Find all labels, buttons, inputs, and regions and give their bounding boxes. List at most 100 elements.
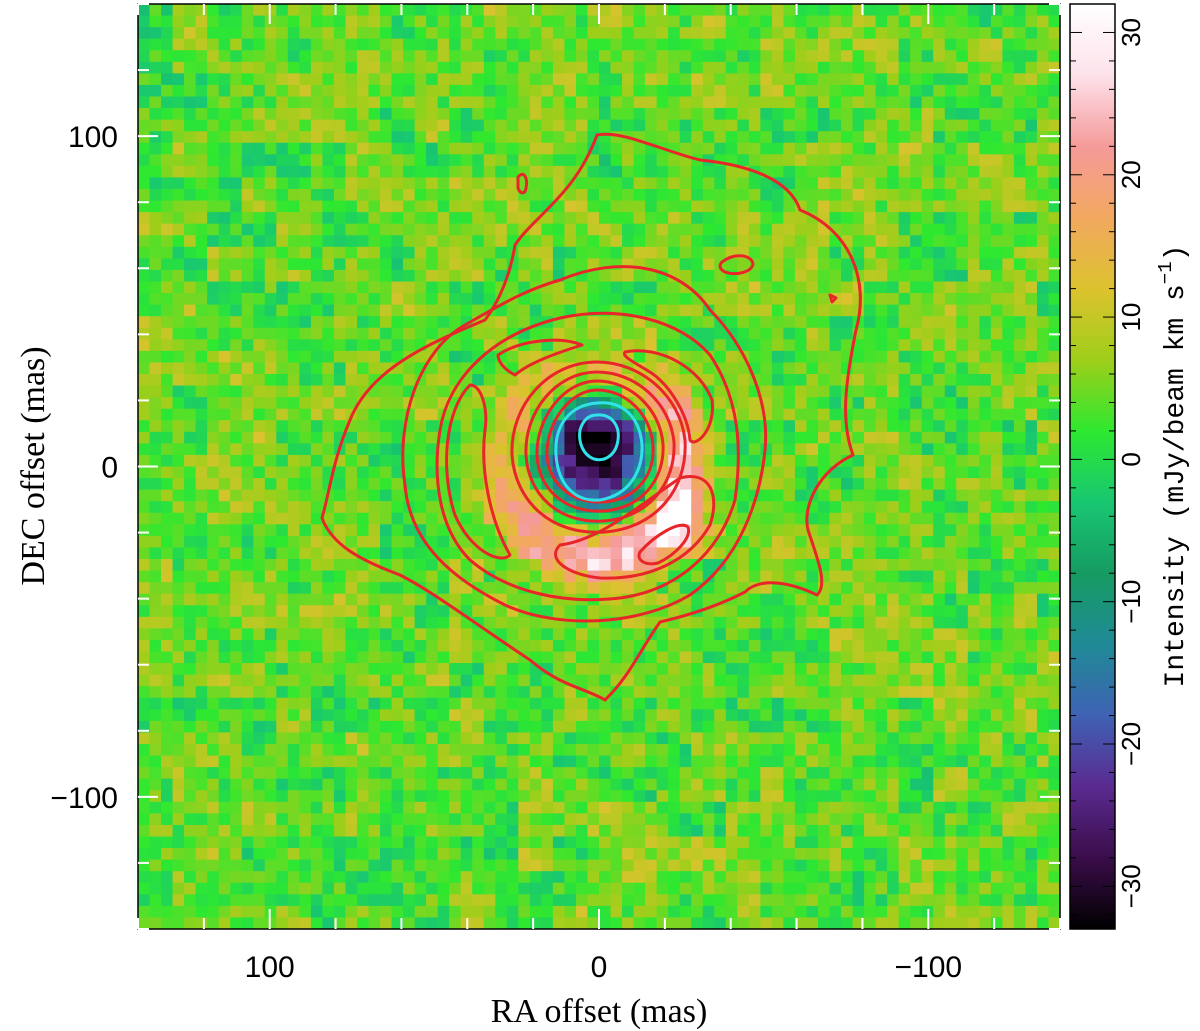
heatmap-cell [322,559,335,572]
heatmap-cell [138,223,151,236]
heatmap-cell [218,408,231,421]
heatmap-cell [310,339,324,352]
heatmap-cell [138,339,151,352]
heatmap-cell [460,420,473,433]
heatmap-cell [207,570,220,583]
heatmap-cell [1036,431,1050,444]
heatmap-cell [967,512,980,525]
heatmap-cell [195,651,208,664]
heatmap-cell [241,385,254,398]
heatmap-cell [760,501,773,514]
heatmap-cell [264,651,277,664]
heatmap-cell [356,119,370,132]
heatmap-cell [610,559,623,572]
heatmap-cell [414,501,427,514]
heatmap-cell [990,131,1003,144]
heatmap-cell [990,420,1003,433]
heatmap-cell [599,443,612,456]
heatmap-cell [794,489,808,502]
heatmap-cell [760,258,773,271]
heatmap-cell [506,223,519,236]
heatmap-cell [529,686,542,699]
heatmap-cell [299,50,312,63]
heatmap-cell [495,269,508,283]
heatmap-cell [599,269,612,283]
heatmap-cell [633,524,646,537]
heatmap-cell [426,374,439,387]
heatmap-cell [276,304,289,317]
heatmap-cell [1002,4,1015,17]
heatmap-cell [898,674,911,687]
heatmap-cell [138,697,151,710]
heatmap-cell [426,686,439,699]
heatmap-cell [1025,84,1038,98]
heatmap-cell [783,212,796,225]
heatmap-cell [368,212,381,225]
heatmap-cell [633,339,646,352]
heatmap-cell [241,697,254,710]
heatmap-cell [852,61,865,74]
heatmap-cell [933,223,946,236]
heatmap-cell [426,720,439,734]
heatmap-cell [921,246,934,259]
heatmap-cell [1048,316,1060,329]
heatmap-cell [748,316,761,329]
heatmap-cell [679,582,692,595]
heatmap-cell [230,501,243,514]
heatmap-cell [691,61,704,74]
heatmap-cell [449,142,462,155]
heatmap-cell [806,269,819,283]
heatmap-cell [403,223,416,236]
heatmap-cell [702,108,715,121]
heatmap-cell [829,697,842,710]
heatmap-cell [333,200,347,213]
heatmap-cell [748,304,761,317]
heatmap-cell [161,327,174,340]
heatmap-cell [829,316,842,329]
heatmap-cell [368,15,381,28]
heatmap-cell [437,350,450,364]
heatmap-cell [322,235,335,248]
heatmap-cell [483,212,496,225]
heatmap-cell [910,535,923,549]
heatmap-cell [276,362,289,375]
heatmap-cell [841,663,854,676]
heatmap-cell [668,84,681,98]
heatmap-cell [702,454,715,468]
heatmap-cell [264,15,277,28]
heatmap-cell [806,431,819,444]
heatmap-cell [149,73,162,86]
heatmap-cell [299,339,312,352]
heatmap-cell [875,316,888,329]
heatmap-cell [1025,96,1038,109]
heatmap-cell [299,697,312,710]
heatmap-cell [668,154,681,167]
heatmap-cell [414,131,427,144]
heatmap-cell [299,189,312,202]
heatmap-cell [218,397,231,410]
heatmap-cell [1002,559,1015,572]
heatmap-cell [380,50,393,63]
heatmap-cell [287,605,300,618]
heatmap-cell [322,119,335,132]
heatmap-cell [161,339,174,352]
heatmap-cell [841,535,854,549]
heatmap-cell [921,408,934,421]
heatmap-cell [702,327,715,340]
heatmap-cell [322,316,335,329]
heatmap-cell [518,38,531,51]
heatmap-cell [645,663,658,676]
heatmap-cell [1013,61,1027,74]
heatmap-cell [403,142,416,155]
heatmap-cell [656,165,669,179]
heatmap-cell [460,189,473,202]
heatmap-cell [149,269,162,283]
heatmap-cell [656,697,669,710]
heatmap-cell [1002,570,1015,583]
heatmap-cell [218,38,231,51]
heatmap-cell [414,397,427,410]
heatmap-cell [460,223,473,236]
heatmap-cell [391,189,404,202]
heatmap-cell [633,246,646,259]
heatmap-cell [645,327,658,340]
